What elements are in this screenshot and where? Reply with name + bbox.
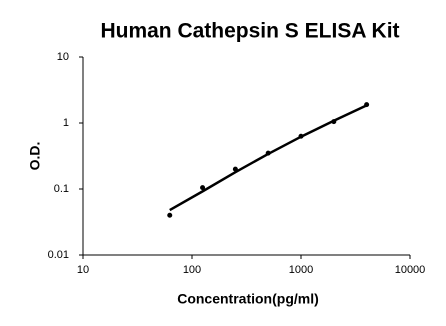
- data-point: [364, 102, 370, 108]
- data-point: [167, 212, 173, 218]
- x-tick-label: 1000: [289, 264, 313, 276]
- x-tick-label: 100: [183, 264, 201, 276]
- data-point: [232, 166, 238, 172]
- data-point: [298, 133, 304, 139]
- y-tick-label: 0.01: [48, 249, 69, 261]
- x-tick-label: 10000: [395, 264, 426, 276]
- y-tick-label: 1: [63, 117, 69, 129]
- data-point: [265, 150, 271, 156]
- x-axis-label: Concentration(pg/ml): [177, 291, 319, 307]
- y-tick-label: 0.1: [54, 183, 69, 195]
- x-tick-label: 10: [77, 264, 89, 276]
- y-axis-label: O.D.: [27, 142, 43, 171]
- fit-curve: [169, 104, 368, 212]
- chart-title: Human Cathepsin S ELISA Kit: [100, 20, 399, 43]
- data-point: [331, 119, 337, 125]
- y-tick-label: 10: [57, 51, 69, 63]
- data-point: [200, 185, 206, 191]
